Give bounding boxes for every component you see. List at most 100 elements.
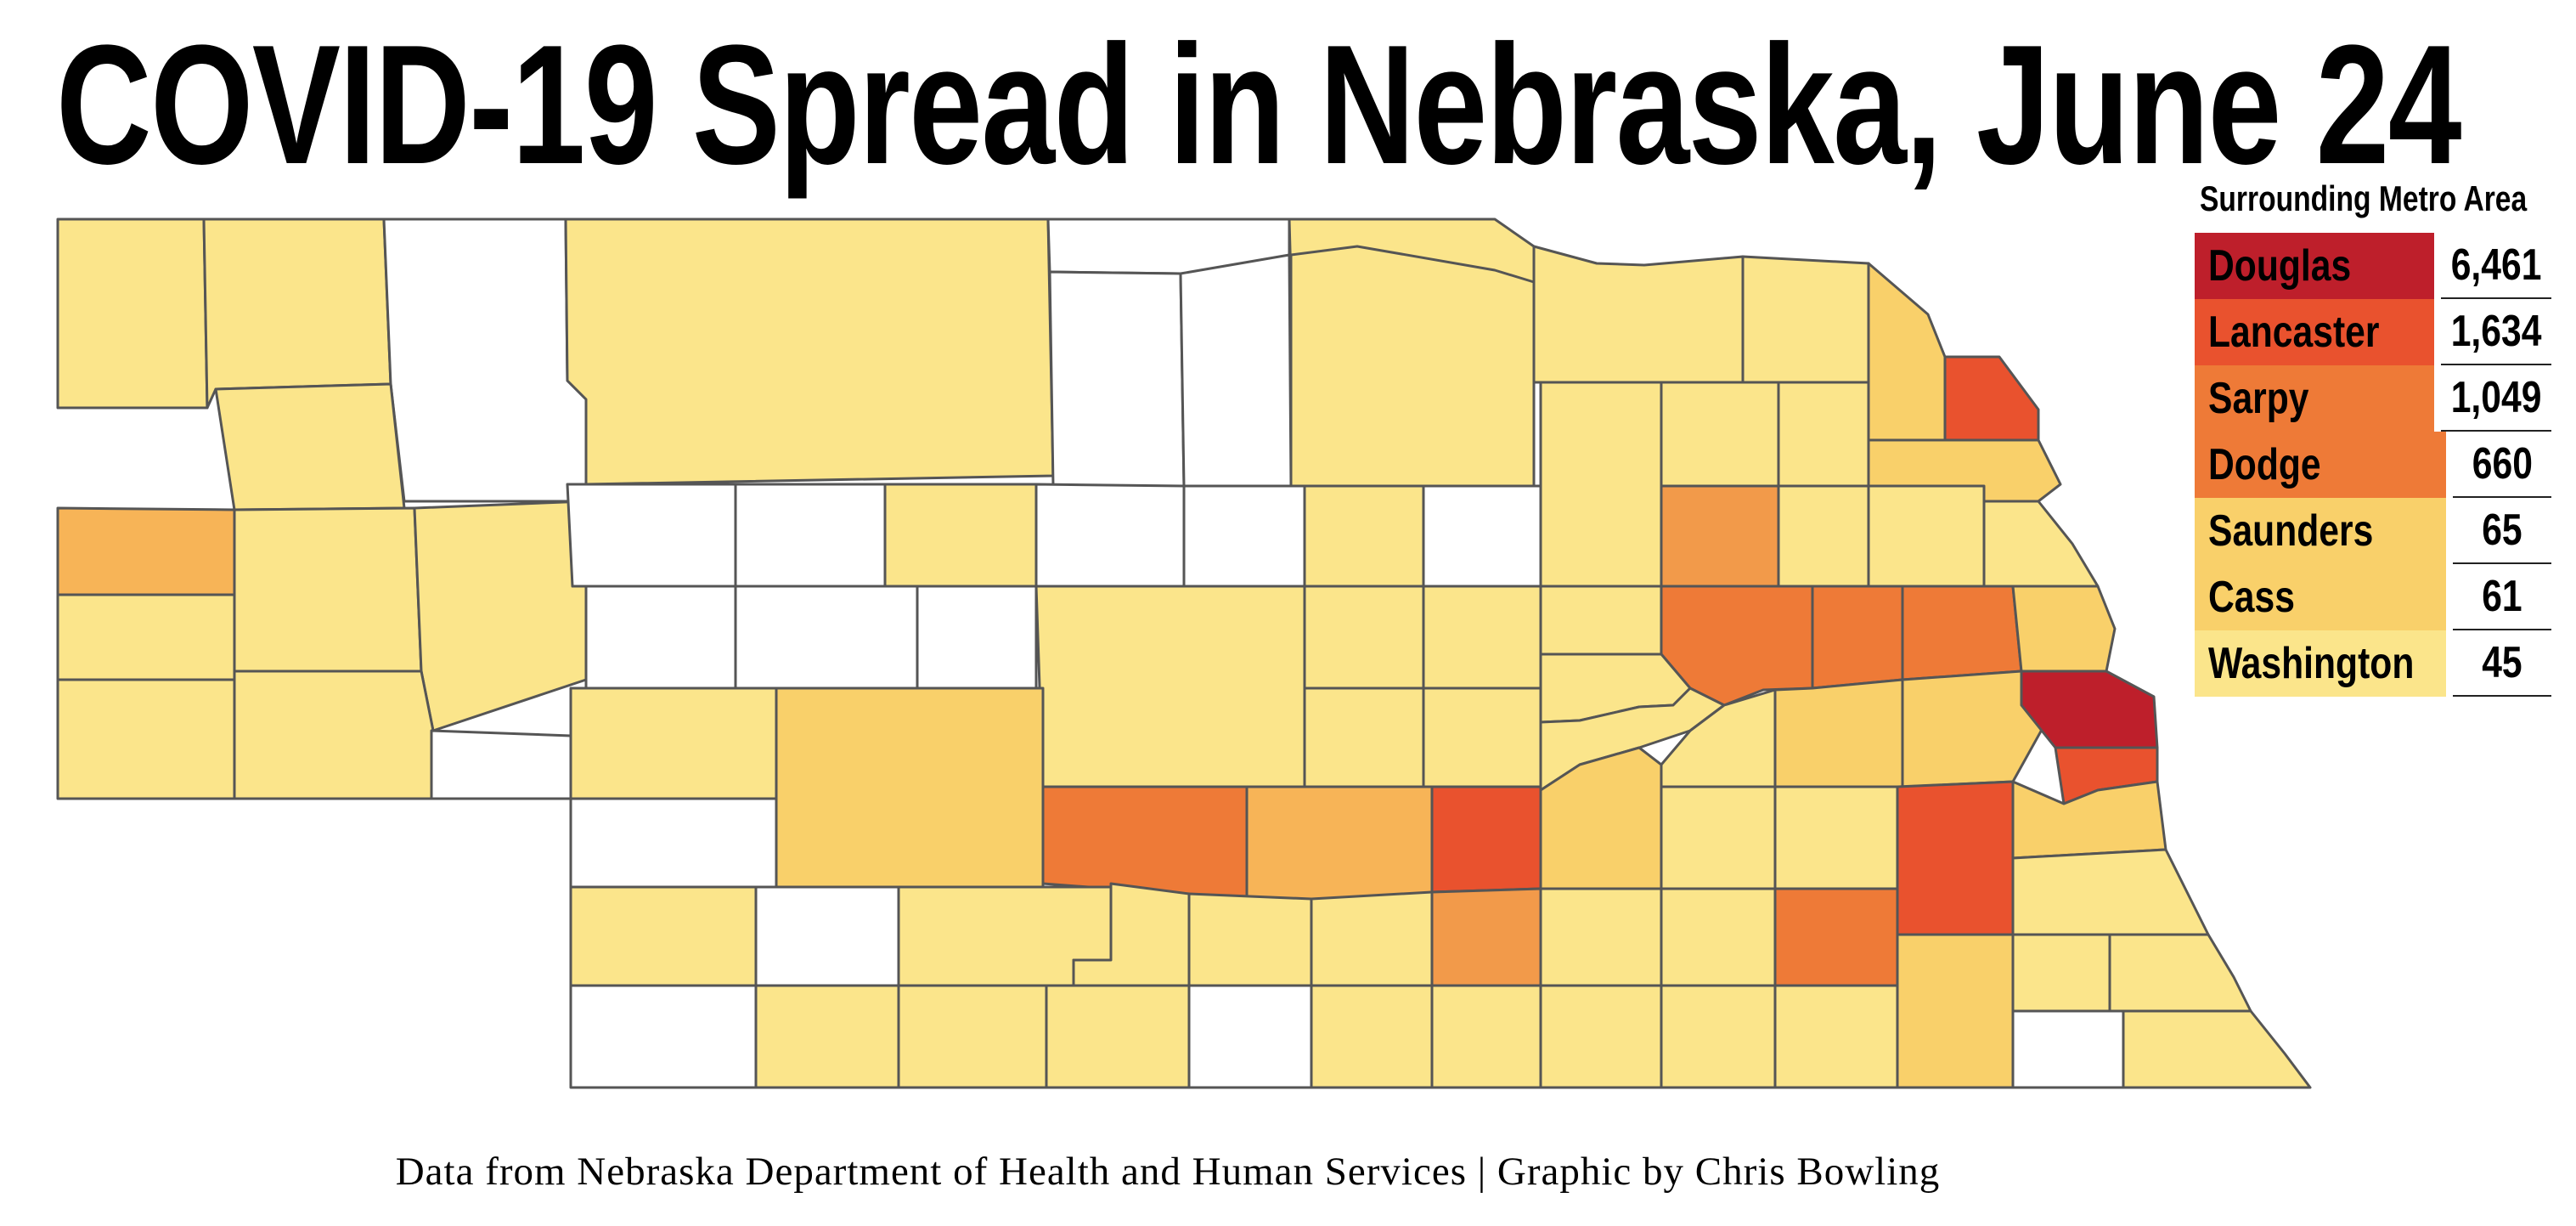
county-dawes[interactable] [202,218,392,410]
county-saunders[interactable] [1901,669,2057,788]
county-hitchcock[interactable] [754,984,900,1089]
legend-county-name: Washington [2195,630,2446,697]
county-kearney[interactable] [1310,890,1434,987]
county-webster[interactable] [1430,984,1542,1089]
county-nuckolls[interactable] [1539,984,1663,1089]
county-dixon[interactable] [1867,262,1947,442]
county-gage[interactable] [1896,933,2015,1089]
legend-row: Lancaster 1,634 [2195,299,2551,365]
county-loup[interactable] [1182,484,1306,588]
county-pierce[interactable] [1660,381,1780,488]
county-hayes[interactable] [754,885,900,987]
county-york[interactable] [1660,785,1777,890]
county-morrill[interactable] [233,506,423,673]
county-mcpherson[interactable] [734,585,919,690]
county-lancaster[interactable] [1896,780,2015,936]
legend-case-count: 45 [2453,630,2551,697]
county-dundy[interactable] [569,984,758,1089]
county-johnson[interactable] [2011,933,2111,1013]
county-wheeler[interactable] [1422,484,1542,588]
county-kimball[interactable] [56,678,236,800]
county-box-butte[interactable] [214,382,406,511]
county-keith[interactable] [569,686,778,800]
county-buffalo[interactable] [1245,785,1434,902]
county-lincoln[interactable] [775,686,1045,890]
county-thayer[interactable] [1660,984,1777,1089]
county-adams[interactable] [1430,887,1542,987]
county-burt[interactable] [1982,500,2100,588]
county-perkins[interactable] [569,797,778,889]
county-grant[interactable] [566,483,737,588]
county-antelope[interactable] [1539,381,1663,588]
county-garfield[interactable] [1303,484,1425,588]
legend-row: Saunders 65 [2195,498,2551,564]
legend-case-count: 1,049 [2440,365,2551,432]
county-seward[interactable] [1773,785,1899,890]
county-blaine[interactable] [1034,483,1186,588]
legend-title: Surrounding Metro Area [2200,178,2528,218]
county-cheyenne[interactable] [233,669,435,800]
legend-county-name: Saunders [2195,498,2446,564]
county-thomas[interactable] [883,483,1038,588]
legend-case-count-label: 45 [2482,638,2522,687]
county-madison[interactable] [1660,484,1780,588]
county-custer[interactable] [1034,585,1306,788]
county-saline[interactable] [1773,887,1899,987]
county-greeley[interactable] [1422,585,1542,690]
county-knox[interactable] [1532,245,1745,384]
metro-legend: Surrounding Metro Area Douglas 6,461 Lanca… [2195,178,2551,697]
county-butler[interactable] [1773,678,1904,788]
county-harlan[interactable] [1187,984,1313,1089]
legend-county-name: Douglas [2195,233,2434,299]
county-wayne[interactable] [1777,381,1870,488]
county-sioux[interactable] [56,218,209,410]
county-banner[interactable] [56,593,236,681]
legend-county-label: Douglas [2208,241,2352,291]
legend-county-label: Sarpy [2208,374,2309,423]
county-richardson[interactable] [2122,1009,2312,1089]
county-sherman[interactable] [1303,686,1425,788]
legend-case-count-label: 65 [2482,506,2522,555]
county-furnas[interactable] [1045,984,1191,1089]
legend-case-count-label: 1,049 [2450,373,2542,422]
county-phelps[interactable] [1187,892,1313,987]
county-valley[interactable] [1303,585,1425,690]
county-scotts-bluff[interactable] [56,506,236,596]
county-franklin[interactable] [1310,984,1434,1089]
county-stanton[interactable] [1777,484,1870,588]
county-arthur[interactable] [584,585,737,690]
county-howard[interactable] [1422,686,1542,788]
county-cuming[interactable] [1867,484,1986,588]
county-jefferson[interactable] [1773,984,1899,1089]
county-garden[interactable] [413,500,588,732]
county-chase[interactable] [569,885,758,987]
county-dodge[interactable] [1901,585,2023,681]
county-brown[interactable] [1179,253,1293,488]
county-douglas[interactable] [2020,669,2159,749]
county-cass[interactable] [2011,780,2167,860]
county-clay[interactable] [1539,887,1663,987]
county-hooker[interactable] [734,483,887,588]
county-pawnee[interactable] [2011,1009,2125,1089]
legend-county-label: Dodge [2208,440,2321,489]
county-dakota[interactable] [1943,355,2040,442]
county-rock[interactable] [1048,270,1186,488]
county-hall[interactable] [1430,785,1542,894]
county-boone[interactable] [1539,585,1663,656]
legend-county-label: Saunders [2208,506,2374,556]
county-fillmore[interactable] [1660,887,1777,987]
county-holt[interactable] [1289,245,1536,488]
county-colfax[interactable] [1811,585,1904,690]
county-washington[interactable] [2011,585,2117,673]
county-cherry[interactable] [564,218,1055,486]
legend-county-label: Washington [2208,639,2415,688]
county-red-willow[interactable] [897,984,1048,1089]
county-otoe[interactable] [2011,848,2210,936]
county-logan[interactable] [916,585,1038,690]
county-nemaha[interactable] [2108,933,2252,1013]
county-cedar[interactable] [1741,255,1870,384]
county-sheridan[interactable] [382,218,588,503]
county-deuel[interactable] [430,729,572,800]
county-dawson[interactable] [1041,785,1249,901]
